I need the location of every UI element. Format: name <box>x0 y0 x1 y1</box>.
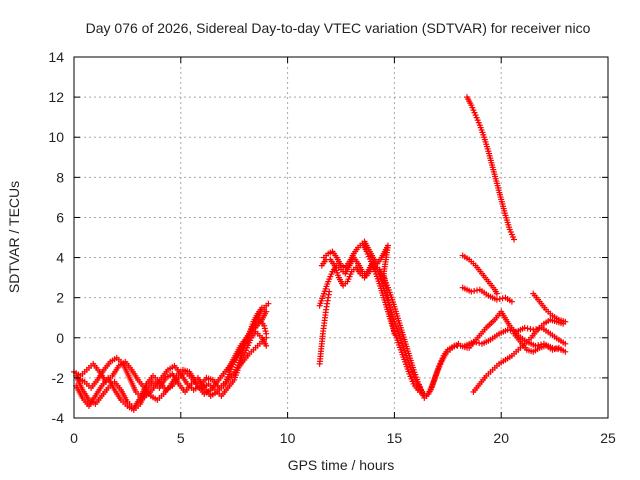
series-evening-steep <box>464 94 518 243</box>
data-point <box>508 298 515 305</box>
series-midday-rise <box>316 288 333 367</box>
series-evening-1 <box>459 252 500 297</box>
data-point <box>504 326 511 333</box>
data-point <box>527 326 534 333</box>
data-point <box>262 328 269 335</box>
x-tick-label: 20 <box>493 430 509 446</box>
data-point <box>524 325 531 332</box>
data-point <box>263 342 270 349</box>
series-evening-3 <box>461 324 569 349</box>
series-evening-7 <box>530 290 569 325</box>
x-tick-label: 15 <box>387 430 403 446</box>
y-axis-label: SDTVAR / TECUs <box>6 181 22 293</box>
y-tick-label: 0 <box>56 330 64 346</box>
data-point <box>473 287 480 294</box>
data-point <box>455 340 462 347</box>
data-point <box>562 340 569 347</box>
data-markers <box>71 94 569 413</box>
series-evening-4 <box>466 308 565 353</box>
data-point <box>521 324 528 331</box>
data-point <box>261 322 268 329</box>
data-point <box>419 390 426 397</box>
y-tick-label: 14 <box>48 49 64 65</box>
y-tick-label: -4 <box>52 410 65 426</box>
data-point <box>507 327 514 334</box>
data-point <box>265 300 272 307</box>
data-point <box>468 288 475 295</box>
x-axis-label: GPS time / hours <box>288 457 395 473</box>
chart-title: Day 076 of 2026, Sidereal Day-to-day VTE… <box>86 20 591 36</box>
data-point <box>562 348 569 355</box>
y-tick-label: 8 <box>56 169 64 185</box>
data-point <box>261 325 268 332</box>
y-tick-label: 12 <box>48 89 64 105</box>
data-point <box>224 366 231 373</box>
y-tick-label: 4 <box>56 250 64 266</box>
y-tick-label: 10 <box>48 129 64 145</box>
series-evening-2 <box>459 284 515 305</box>
data-point <box>499 295 506 302</box>
axis-ticks: 0 5 10 15 20 25 -4 -2 0 2 4 6 8 10 12 14 <box>48 49 616 446</box>
x-tick-label: 10 <box>280 430 296 446</box>
series-midday-4 <box>361 238 398 337</box>
x-tick-label: 25 <box>600 430 616 446</box>
series-early-5 <box>224 304 270 373</box>
data-point <box>263 330 270 337</box>
y-tick-label: 2 <box>56 290 64 306</box>
y-tick-label: 6 <box>56 209 64 225</box>
y-tick-label: -2 <box>52 370 65 386</box>
plot-frame <box>73 56 609 419</box>
series-midday-2 <box>318 256 462 401</box>
data-point <box>391 330 398 337</box>
data-point <box>562 318 569 325</box>
x-tick-label: 0 <box>70 430 78 446</box>
data-point <box>493 296 500 303</box>
data-point <box>471 287 478 294</box>
data-point <box>493 290 500 297</box>
series-evening-6 <box>511 330 569 355</box>
x-tick-label: 5 <box>177 430 185 446</box>
data-point <box>511 236 518 243</box>
grid-lines <box>74 57 608 418</box>
data-point <box>496 296 503 303</box>
